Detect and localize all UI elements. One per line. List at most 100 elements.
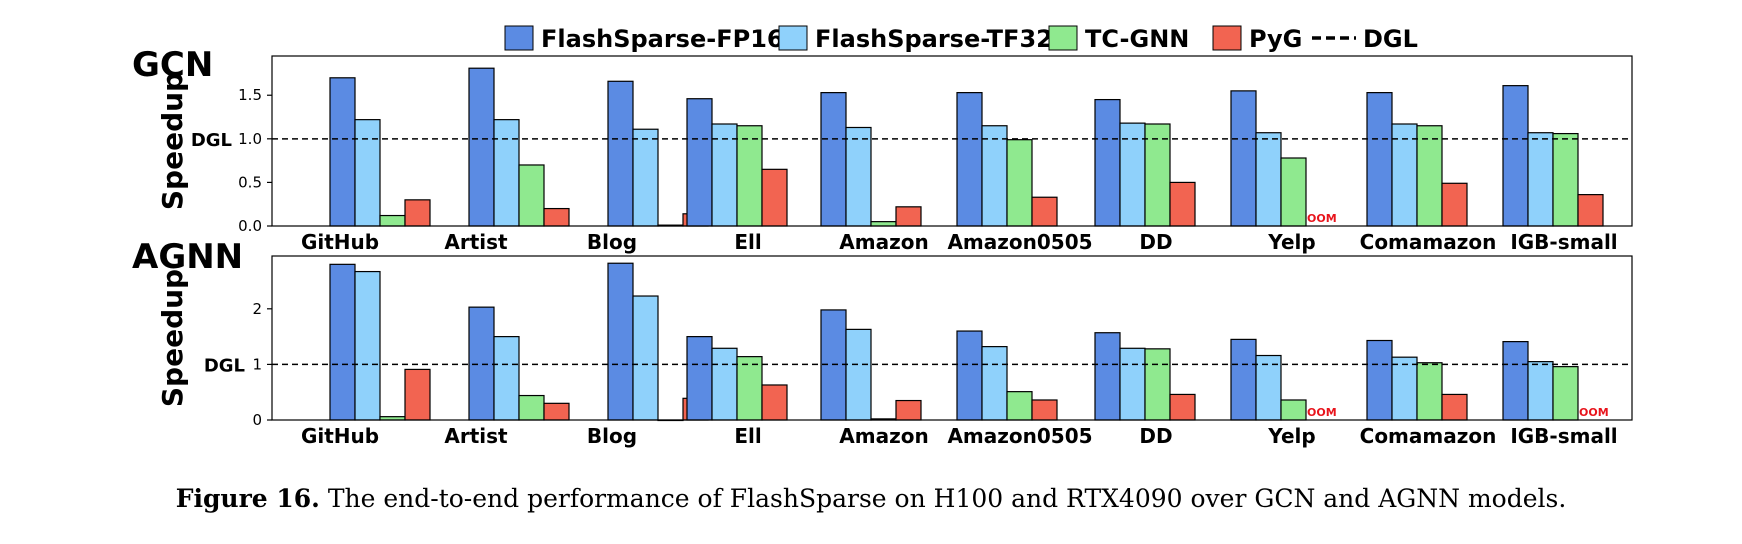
figure-caption: Figure 16. The end-to-end performance of… xyxy=(0,484,1742,513)
bar xyxy=(956,92,983,227)
category-label: Amazon xyxy=(839,424,928,448)
bar-group xyxy=(468,306,570,421)
bar xyxy=(1094,98,1121,227)
category-label: IGB-small xyxy=(1510,424,1617,448)
bar-group xyxy=(686,98,788,227)
dgl-reference-label: DGL xyxy=(191,130,232,151)
legend-item: TC-GNN xyxy=(1048,25,1189,53)
bar xyxy=(607,80,634,227)
bar-group xyxy=(820,92,922,227)
bar xyxy=(354,270,381,421)
y-tick-label: 0.0 xyxy=(238,217,262,235)
chart-panel-gcn: GitHub Artist Blog Ell Amazon Amazon0505 DD OOM… xyxy=(132,45,1633,254)
category-label: Comamazon xyxy=(1360,230,1497,254)
bar xyxy=(1416,125,1443,227)
legend-label: DGL xyxy=(1363,25,1418,53)
plot-frame xyxy=(271,55,1633,227)
bar-group xyxy=(956,330,1058,421)
bar xyxy=(329,263,356,421)
category-label: DD xyxy=(1139,230,1172,254)
bar xyxy=(711,123,738,227)
legend: FlashSparse-FP16 FlashSparse-TF32 TC-GNN Py… xyxy=(504,25,1418,53)
bar-group xyxy=(329,77,431,227)
bar xyxy=(1441,182,1468,227)
bar xyxy=(1006,139,1033,227)
bar-group: OOM xyxy=(1230,90,1337,227)
bar xyxy=(956,330,983,421)
bar xyxy=(1006,391,1033,421)
category-label: Blog xyxy=(587,424,637,448)
category-label: Yelp xyxy=(1267,230,1315,254)
bar xyxy=(543,402,570,421)
bar xyxy=(1577,194,1604,227)
bar xyxy=(870,221,897,227)
category-label: Artist xyxy=(444,230,508,254)
bar-group xyxy=(956,92,1058,227)
bar xyxy=(761,384,788,421)
bar xyxy=(1391,123,1418,227)
bar-group xyxy=(468,67,570,227)
bar xyxy=(981,125,1008,227)
bar xyxy=(820,92,847,227)
caption-label: Figure 16. xyxy=(175,484,320,513)
bar xyxy=(1502,341,1529,421)
y-axis-label: Speedup xyxy=(156,72,189,210)
bar xyxy=(404,199,431,227)
bar xyxy=(1169,181,1196,227)
bar xyxy=(895,399,922,421)
plot-frame xyxy=(271,255,1633,421)
bar xyxy=(543,207,570,227)
category-label: GitHub xyxy=(301,424,379,448)
legend-item: DGL xyxy=(1312,25,1418,53)
legend-label: FlashSparse-TF32 xyxy=(815,25,1053,53)
bar-group xyxy=(1366,92,1468,227)
bar-group xyxy=(686,336,788,421)
bar xyxy=(379,214,406,227)
bar-group xyxy=(607,262,709,422)
dgl-reference-label: DGL xyxy=(204,355,245,376)
chart-panel-agnn: GitHub Artist Blog Ell Amazon Amazon0505 DD OOM… xyxy=(132,237,1633,448)
legend-label: FlashSparse-FP16 xyxy=(541,25,784,53)
legend-label: TC-GNN xyxy=(1085,25,1189,53)
bar xyxy=(1169,393,1196,421)
bar xyxy=(845,328,872,421)
y-tick-label: 1 xyxy=(252,355,262,373)
bar xyxy=(493,119,520,227)
bar xyxy=(518,394,545,421)
oom-label: OOM xyxy=(1307,406,1337,419)
category-label: Ell xyxy=(734,230,761,254)
legend-swatch xyxy=(778,25,808,51)
bar-group xyxy=(1502,85,1604,227)
bar xyxy=(1280,399,1307,421)
category-label: Yelp xyxy=(1267,424,1315,448)
panel-title: AGNN xyxy=(132,237,243,277)
category-label: DD xyxy=(1139,424,1172,448)
bar xyxy=(1366,339,1393,421)
bar xyxy=(1255,354,1282,421)
bar xyxy=(1280,157,1307,227)
bar xyxy=(607,262,634,421)
bar xyxy=(518,164,545,227)
oom-label: OOM xyxy=(1307,212,1337,225)
bar xyxy=(686,98,713,227)
oom-label: OOM xyxy=(1579,406,1609,419)
bar xyxy=(1094,332,1121,421)
bar xyxy=(1144,348,1171,421)
bar-group xyxy=(1094,98,1196,227)
bar xyxy=(1552,366,1579,421)
bar-group xyxy=(329,263,431,421)
bar xyxy=(1552,132,1579,227)
legend-label: PyG xyxy=(1249,25,1302,53)
legend-item: FlashSparse-FP16 xyxy=(504,25,784,53)
bar xyxy=(632,295,659,421)
bar xyxy=(711,347,738,421)
bar xyxy=(686,336,713,421)
caption-text: The end-to-end performance of FlashSpars… xyxy=(319,484,1567,513)
bar xyxy=(493,336,520,421)
panel-title: GCN xyxy=(132,45,213,85)
bar xyxy=(1391,356,1418,421)
category-label: Amazon xyxy=(839,230,928,254)
y-tick-label: 0.5 xyxy=(238,173,262,191)
y-tick-label: 0 xyxy=(252,411,262,429)
bar xyxy=(1119,347,1146,421)
